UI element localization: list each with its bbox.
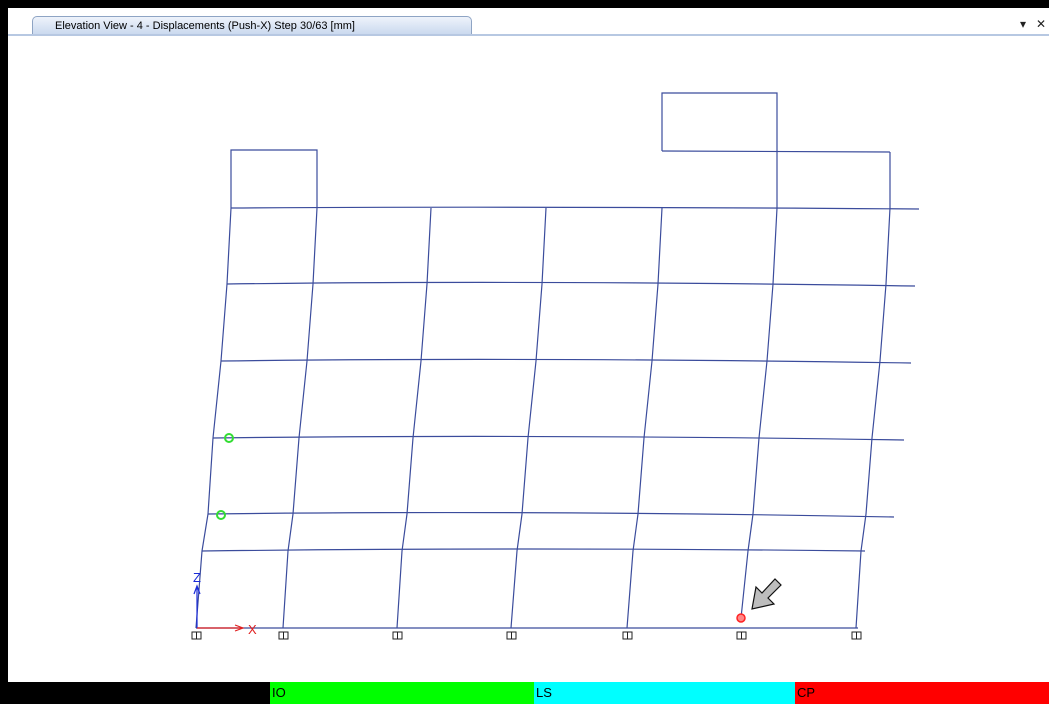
hinge-io-upper[interactable] <box>224 433 234 443</box>
column-line-5 <box>626 207 663 629</box>
pointer-arrow-icon <box>751 578 782 610</box>
model-viewport[interactable]: Z X <box>8 36 1049 682</box>
tab-strip-divider <box>8 34 1049 36</box>
legend-band-cp: CP <box>795 682 1049 704</box>
right-penthouse-frame <box>661 92 778 151</box>
legend-label: CP <box>797 685 816 700</box>
floor-beam-4 <box>220 358 912 364</box>
support-icon <box>506 631 517 640</box>
floor-beam-2 <box>207 511 895 518</box>
deformed-frame-drawing: Z X <box>191 92 920 640</box>
floor-beam-5 <box>226 281 916 287</box>
legend-band-io: IO <box>270 682 534 704</box>
support-icon <box>191 631 202 640</box>
axes-triad: Z X <box>193 570 257 637</box>
column-line-7 <box>855 207 891 629</box>
support-icon <box>278 631 289 640</box>
column-line-1 <box>195 207 232 629</box>
support-icon <box>622 631 633 640</box>
left-penthouse-frame <box>230 149 318 208</box>
view-tab[interactable]: Elevation View - 4 - Displacements (Push… <box>32 16 472 35</box>
column-line-2 <box>282 207 318 629</box>
hinge-state-legend: IO LS CP <box>8 682 1049 704</box>
column-line-3 <box>396 207 432 629</box>
hinge-io-lower[interactable] <box>216 510 226 520</box>
right-penthouse-floor <box>661 150 891 153</box>
support-icon <box>736 631 747 640</box>
axis-z-label: Z <box>193 570 201 585</box>
legend-label: IO <box>272 685 286 700</box>
caret-down-icon[interactable]: ▾ <box>1020 17 1027 31</box>
frame-members <box>195 92 920 629</box>
legend-label: LS <box>536 685 552 700</box>
window-titlebar: Elevation View - 4 - Displacements (Push… <box>8 8 1049 35</box>
support-icon <box>851 631 862 640</box>
hinge-cp[interactable] <box>736 613 746 623</box>
elevation-view-window: Elevation View - 4 - Displacements (Push… <box>8 8 1049 704</box>
supports <box>191 631 862 640</box>
support-icon <box>392 631 403 640</box>
legend-band-ls: LS <box>534 682 795 704</box>
floor-beam-6 <box>230 206 920 210</box>
axis-x-label: X <box>248 622 257 637</box>
column-line-6 <box>740 207 778 619</box>
floor-beam-3 <box>212 435 905 441</box>
close-x-icon[interactable]: ✕ <box>1036 17 1047 31</box>
legend-band-b <box>8 682 270 704</box>
floor-beam-1 <box>201 548 866 552</box>
column-line-4 <box>510 207 547 629</box>
